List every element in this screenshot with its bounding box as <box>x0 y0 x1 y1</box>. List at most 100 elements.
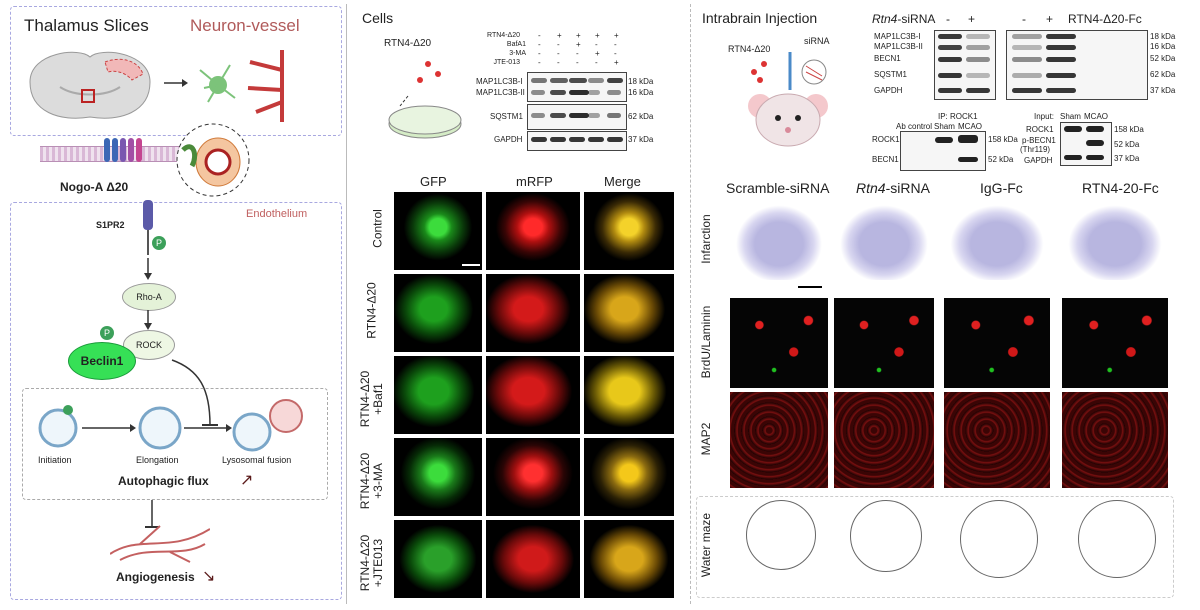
blot-name: MAP1LC3B-I <box>476 77 523 86</box>
ip-col: Sham <box>934 122 955 131</box>
beclin1-node: Beclin1 <box>68 342 136 380</box>
wb-sign: - <box>538 31 541 40</box>
wb-sign: - <box>595 58 598 67</box>
microscopy-tile <box>584 438 674 516</box>
inj-band <box>1012 57 1042 62</box>
inj-blot-name: MAP1LC3B-II <box>874 42 923 51</box>
ip-col: Ab control <box>896 122 933 131</box>
inj-col-header: Rtn4-siRNA <box>856 180 930 196</box>
ip-title: IP: ROCK1 <box>938 112 978 121</box>
brdu-tile <box>730 298 828 388</box>
input-kda: 158 kDa <box>1114 125 1144 134</box>
plus-sign: + <box>968 12 976 26</box>
brdu-tile <box>1062 298 1168 388</box>
blot-band <box>588 113 600 118</box>
microscopy-tile <box>584 192 674 270</box>
blot-band <box>607 78 623 83</box>
inj-band <box>938 73 962 78</box>
neuron-vessel-illustration <box>199 50 284 122</box>
zoom-circle-illustration <box>176 123 250 197</box>
microscopy-tile <box>394 192 482 270</box>
blot-band <box>531 90 545 95</box>
brain-section <box>944 200 1050 280</box>
nogo-receptor-icon <box>104 138 142 162</box>
input-row: GAPDH <box>1024 156 1053 165</box>
map2-tile <box>730 392 828 488</box>
panel-divider <box>690 4 692 604</box>
microscopy-tile <box>486 438 580 516</box>
input-row: (Thr119) <box>1020 145 1051 154</box>
blot-band <box>550 137 566 142</box>
wb-sign: - <box>576 58 579 67</box>
inj-band <box>966 88 990 93</box>
inj-blot-kda: 37 kDa <box>1150 86 1176 95</box>
blot-band <box>550 90 566 95</box>
cells-rtn4-label: RTN4-Δ20 <box>384 38 432 49</box>
map2-tile <box>834 392 934 488</box>
inj-band <box>938 57 962 62</box>
inj-row-label: Infarction <box>699 214 713 264</box>
microscopy-tile <box>394 520 482 598</box>
wb-sign: - <box>614 49 617 58</box>
inj-band <box>938 88 962 93</box>
cells-row-label: Control <box>370 209 385 248</box>
input-band <box>1086 126 1104 132</box>
inj-band <box>1046 57 1076 62</box>
blot-band <box>588 90 600 95</box>
inj-band <box>1012 73 1042 78</box>
water-maze-trace <box>1078 500 1156 578</box>
blot-band <box>531 78 547 83</box>
autophagic-flux-label: Autophagic flux <box>118 474 209 488</box>
rtn4-fc-header: RTN4-Δ20-Fc <box>1068 12 1142 26</box>
wb-row-name: 3-MA <box>509 50 526 57</box>
microscopy-tile <box>486 520 580 598</box>
arrow-down-icon <box>144 310 152 330</box>
wb-sign: + <box>595 49 600 58</box>
panel-divider <box>346 4 347 604</box>
water-maze-trace <box>850 500 922 572</box>
ip-band <box>958 135 978 143</box>
endothelium-box <box>10 202 342 600</box>
input-row: ROCK1 <box>1026 125 1054 134</box>
inj-blot-kda: 18 kDa <box>1150 32 1176 41</box>
ip-row: ROCK1 <box>872 135 900 144</box>
inj-band <box>1012 45 1042 50</box>
inj-blot-kda: 52 kDa <box>1150 54 1176 63</box>
rho-a-node: Rho-A <box>122 283 176 311</box>
injection-sirna-label: siRNA <box>804 36 830 46</box>
neuron-vessel-title: Neuron-vessel <box>190 16 300 35</box>
input-title: Input: <box>1034 112 1055 121</box>
microscopy-tile <box>486 192 580 270</box>
inj-col-header: Scramble-siRNA <box>726 180 830 196</box>
map2-tile <box>1062 392 1168 488</box>
brain-section <box>834 200 934 280</box>
p-badge-beclin: P <box>100 326 114 340</box>
arrow-down-icon <box>144 258 152 280</box>
brain-section <box>1062 200 1168 280</box>
blot-kda: 16 kDa <box>628 88 654 97</box>
inj-blot-kda: 16 kDa <box>1150 42 1176 51</box>
angiogenesis-label: Angiogenesis <box>116 570 195 584</box>
microscopy-tile <box>486 356 580 434</box>
water-maze-box <box>696 496 1174 598</box>
blot-band <box>569 90 589 95</box>
rock-inhibit-arrow <box>171 359 218 426</box>
minus-sign: - <box>946 12 950 26</box>
blot-name: MAP1LC3B-II <box>476 88 525 97</box>
inj-blot-name: SQSTM1 <box>874 70 907 79</box>
inj-band <box>1012 34 1042 39</box>
inj-col-header: IgG-Fc <box>980 180 1023 196</box>
inj-band <box>966 73 990 78</box>
blot-band <box>607 137 623 142</box>
arrow-right-icon <box>164 79 188 87</box>
cells-title: Cells <box>362 10 394 26</box>
microscopy-tile <box>584 274 674 352</box>
inj-band <box>1046 34 1076 39</box>
col-header-mrfp: mRFP <box>516 174 553 189</box>
wb-sign: + <box>595 31 600 40</box>
wb-row-name: BafA1 <box>506 41 526 48</box>
input-col: MCAO <box>1084 112 1108 121</box>
inj-band <box>1046 45 1076 50</box>
wb-sign: - <box>538 58 541 67</box>
inj-band <box>938 34 962 39</box>
